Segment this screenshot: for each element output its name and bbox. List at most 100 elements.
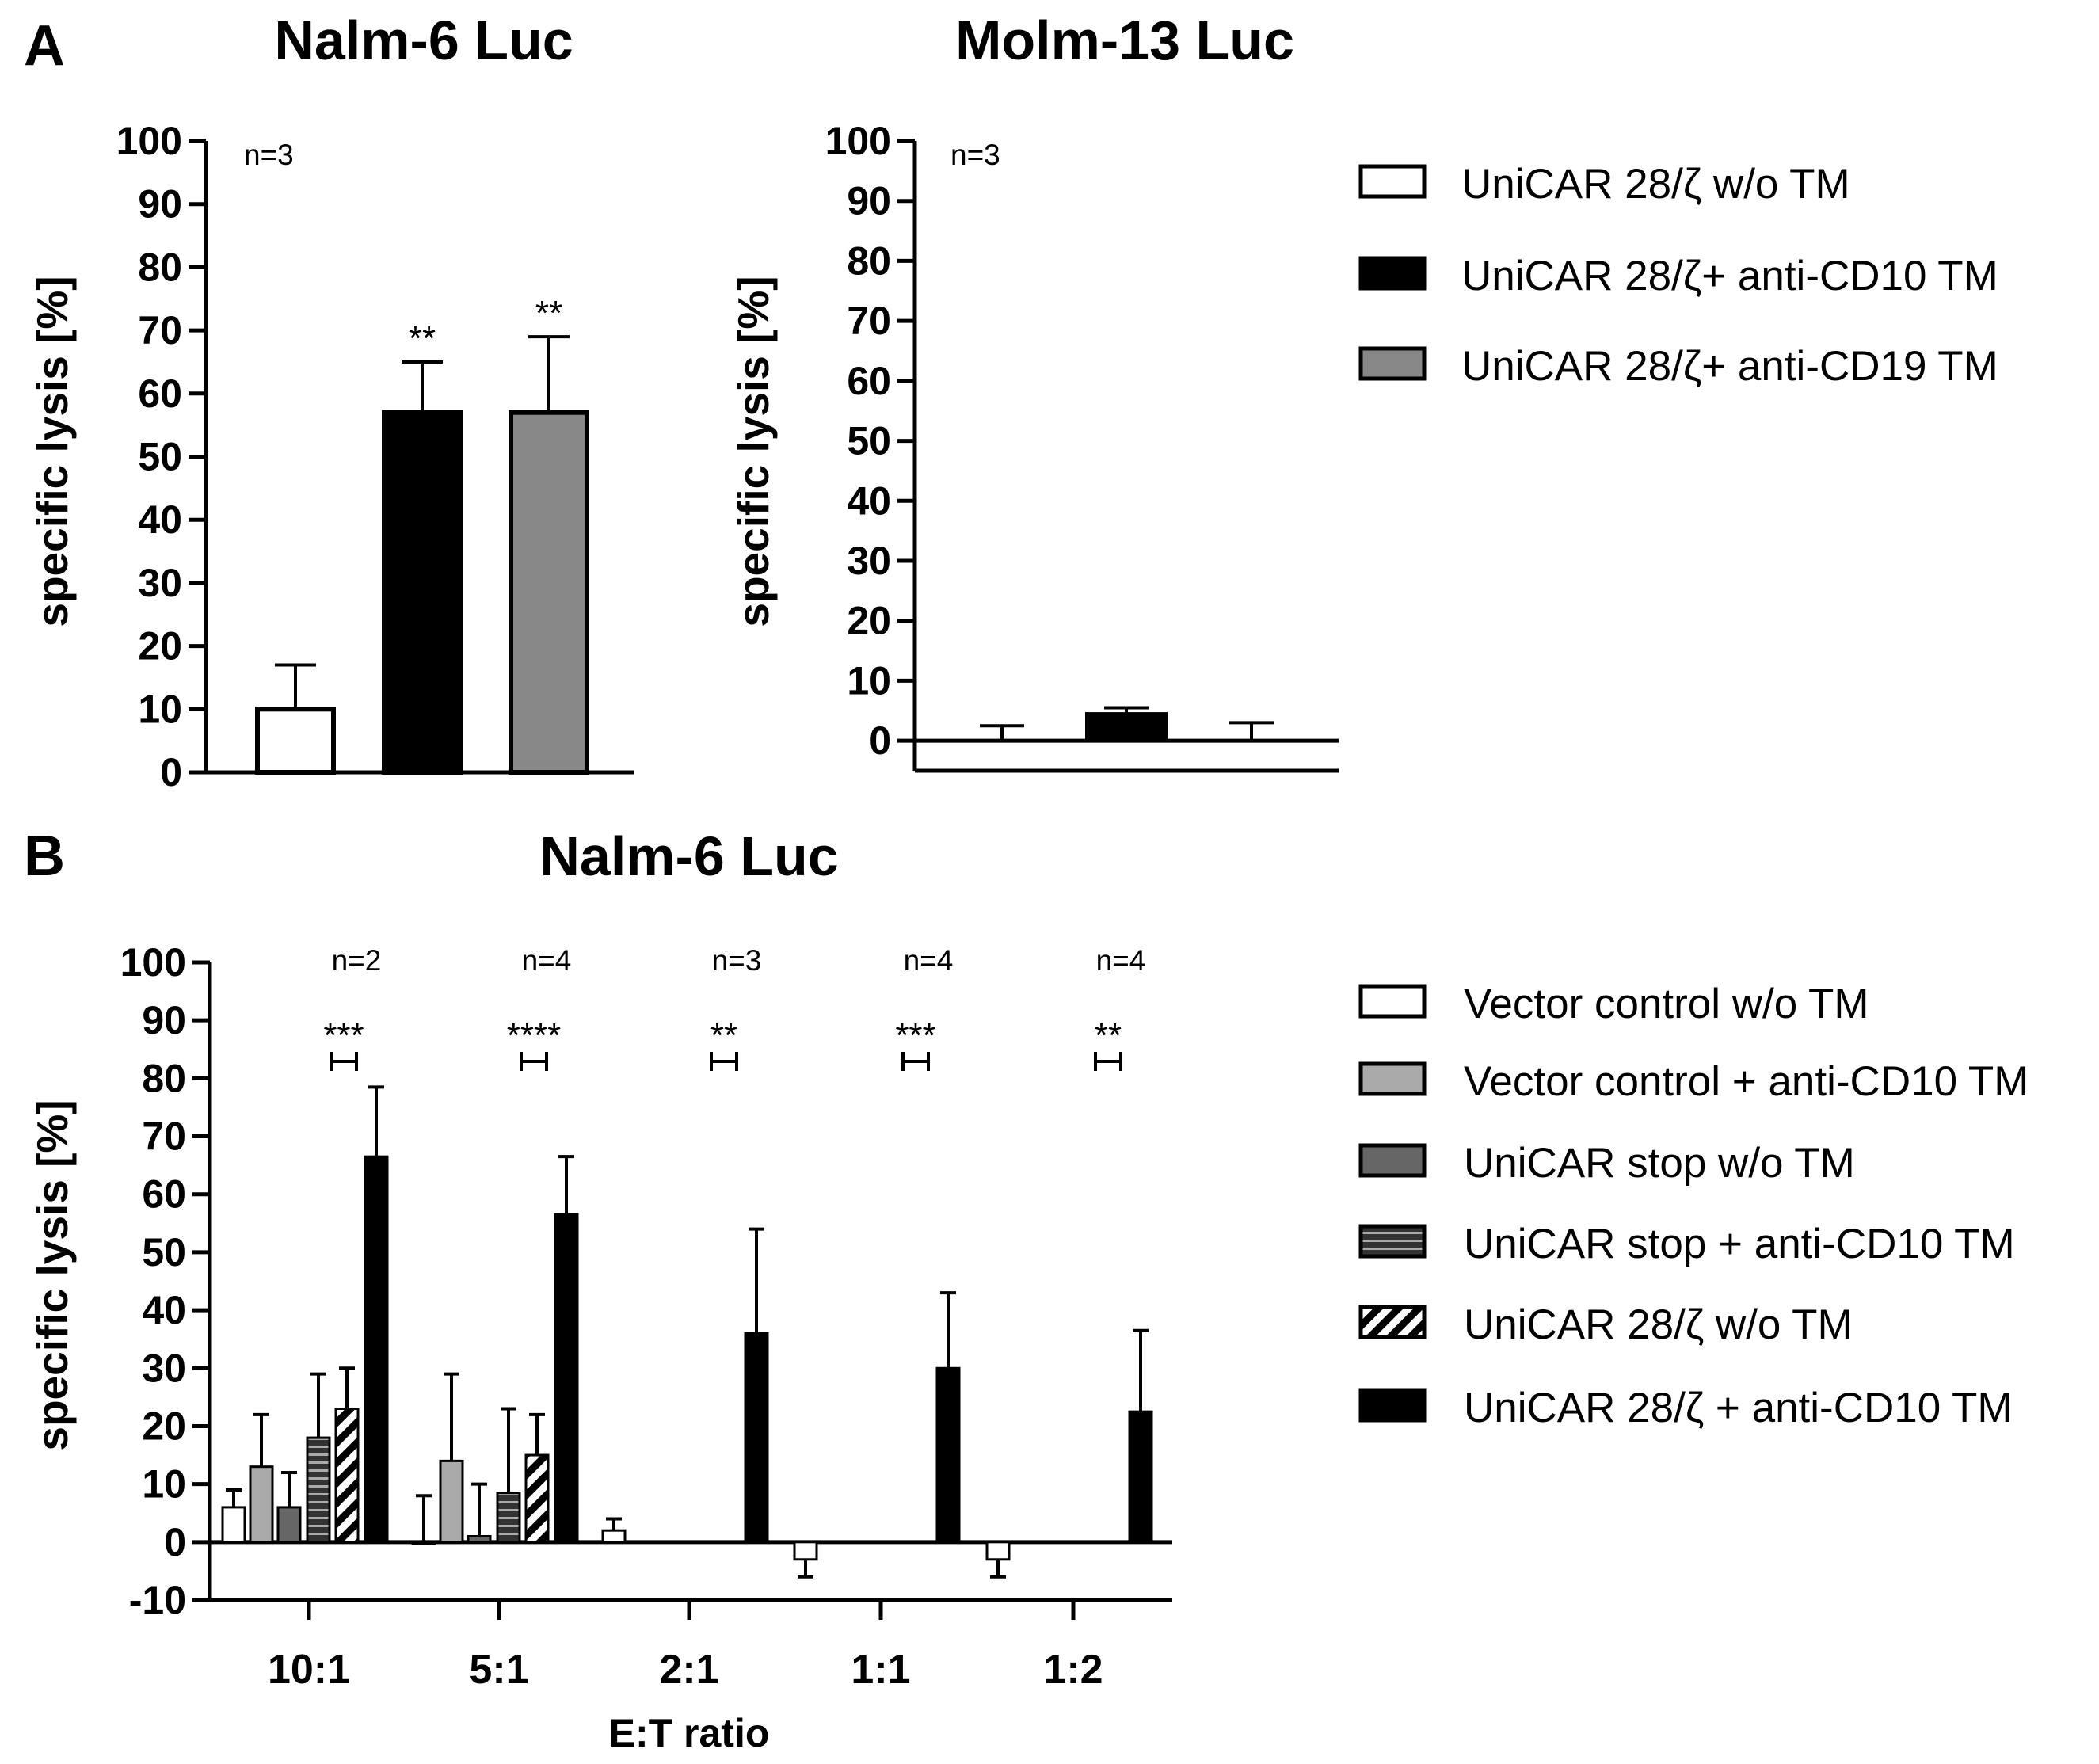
bar: [221, 1506, 246, 1544]
chart-title: Nalm-6 Luc: [274, 10, 573, 71]
sample-size-annotation: n=3: [950, 139, 1000, 171]
legend-label: UniCAR 28/ζ+ anti-CD19 TM: [1461, 343, 1998, 390]
panel-a-label: A: [24, 14, 65, 78]
y-tick-label: 100: [120, 940, 186, 985]
chart-a-molm13: Molm-13 Luc specific lysis [%] n=3 0 10 20…: [729, 10, 1339, 773]
y-tick-label: 70: [847, 299, 891, 343]
y-tick-label: 30: [847, 539, 891, 583]
y-tick-label: 40: [138, 497, 182, 542]
bar: [411, 1541, 436, 1545]
y-tick-label: 60: [142, 1172, 186, 1217]
significance-label: **: [409, 319, 436, 358]
bar: [276, 1506, 302, 1544]
sample-size-annotation: n=4: [522, 944, 572, 977]
bar: [1128, 1410, 1153, 1544]
legend-swatch: [1358, 1061, 1427, 1096]
y-tick-label: 70: [138, 308, 182, 352]
legend-label: UniCAR 28/ζ w/o TM: [1461, 161, 1850, 208]
bar: [554, 1213, 579, 1544]
legend-label: UniCAR stop w/o TM: [1464, 1140, 1855, 1187]
sample-size-annotation: n=4: [904, 944, 954, 977]
y-tick-label: 80: [138, 245, 182, 289]
chart-a-nalm6: Nalm-6 Luc specific lysis [%] n=3 0 10 20 3…: [28, 10, 634, 794]
bar: [255, 707, 336, 775]
y-axis-label: specific lysis [%]: [28, 1099, 77, 1450]
significance-label: ***: [323, 1016, 364, 1055]
legend-swatch: [1358, 1388, 1427, 1423]
y-axis-label: specific lysis [%]: [729, 276, 778, 627]
y-tick-label: 100: [825, 119, 891, 163]
significance-label: ****: [507, 1016, 562, 1055]
chart-title: Molm-13 Luc: [955, 10, 1294, 71]
y-tick-label: 10: [142, 1462, 186, 1507]
bar: [467, 1535, 492, 1544]
bar: [249, 1465, 274, 1544]
significance-label: ***: [895, 1016, 935, 1055]
significance-label: **: [710, 1016, 737, 1055]
legend-swatch: [1358, 164, 1427, 199]
sample-size-annotation: n=3: [244, 139, 294, 171]
panel-b-label: B: [24, 825, 65, 888]
legend-label: Vector control w/o TM: [1464, 981, 1869, 1027]
y-axis-label: specific lysis [%]: [28, 276, 77, 627]
y-tick-label: 0: [164, 1520, 186, 1564]
legend-label: UniCAR 28/ζ+ anti-CD10 TM: [1461, 253, 1998, 299]
x-tick-label: 10:1: [268, 1647, 350, 1693]
y-tick-label: 50: [142, 1230, 186, 1274]
y-tick-label: 10: [138, 687, 182, 731]
legend-swatch: [1358, 984, 1427, 1019]
y-tick-label: 20: [142, 1404, 186, 1448]
y-tick-label: 100: [116, 119, 182, 163]
bar: [1085, 712, 1168, 743]
bar: [985, 1541, 1011, 1561]
bar: [334, 1408, 360, 1544]
legend-label: UniCAR stop + anti-CD10 TM: [1464, 1221, 2015, 1267]
bar: [793, 1541, 818, 1561]
bar: [524, 1453, 550, 1544]
y-tick-label: 30: [138, 561, 182, 605]
bar: [601, 1529, 627, 1544]
significance-label: **: [535, 294, 562, 333]
y-tick-label: 20: [847, 599, 891, 643]
legend-label: UniCAR 28/ζ w/o TM: [1464, 1301, 1853, 1348]
x-tick-label: 1:1: [851, 1647, 910, 1693]
bar: [439, 1459, 464, 1544]
y-tick-label: 30: [142, 1346, 186, 1390]
y-tick-label: 40: [142, 1288, 186, 1332]
legend-swatch: [1358, 1305, 1427, 1339]
x-axis-label: E:T ratio: [609, 1711, 770, 1755]
legend-swatch: [1358, 256, 1427, 291]
y-tick-label: 20: [138, 624, 182, 669]
y-tick-label: 90: [138, 182, 182, 227]
y-tick-label: 60: [138, 371, 182, 416]
y-tick-label: 50: [847, 419, 891, 463]
y-tick-label: 90: [847, 179, 891, 223]
bar: [935, 1366, 961, 1544]
y-tick-label: 80: [847, 238, 891, 283]
y-tick-label: 90: [142, 998, 186, 1042]
chart-title: Nalm-6 Luc: [539, 825, 838, 887]
y-tick-label: 0: [160, 750, 182, 794]
bar: [306, 1436, 331, 1544]
x-tick-label: 1:2: [1043, 1647, 1103, 1693]
x-tick-label: 5:1: [469, 1647, 528, 1693]
legend-label: UniCAR 28/ζ + anti-CD10 TM: [1464, 1385, 2013, 1431]
significance-label: **: [1095, 1016, 1122, 1055]
sample-size-annotation: n=2: [332, 944, 382, 977]
y-tick-label: 50: [138, 435, 182, 479]
sample-size-annotation: n=4: [1096, 944, 1146, 977]
y-tick-label: 70: [142, 1114, 186, 1159]
bar: [382, 410, 463, 775]
y-tick-label: 40: [847, 478, 891, 523]
bar: [744, 1332, 769, 1544]
legend-swatch: [1358, 346, 1427, 381]
legend-swatch: [1358, 1143, 1427, 1178]
y-tick-label: 60: [847, 359, 891, 403]
legend-swatch: [1358, 1224, 1427, 1259]
x-tick-label: 2:1: [659, 1647, 718, 1693]
legend-label: Vector control + anti-CD10 TM: [1464, 1058, 2029, 1105]
y-tick-label: 10: [847, 658, 891, 703]
y-tick-label: 0: [869, 718, 891, 763]
bar: [509, 410, 589, 775]
